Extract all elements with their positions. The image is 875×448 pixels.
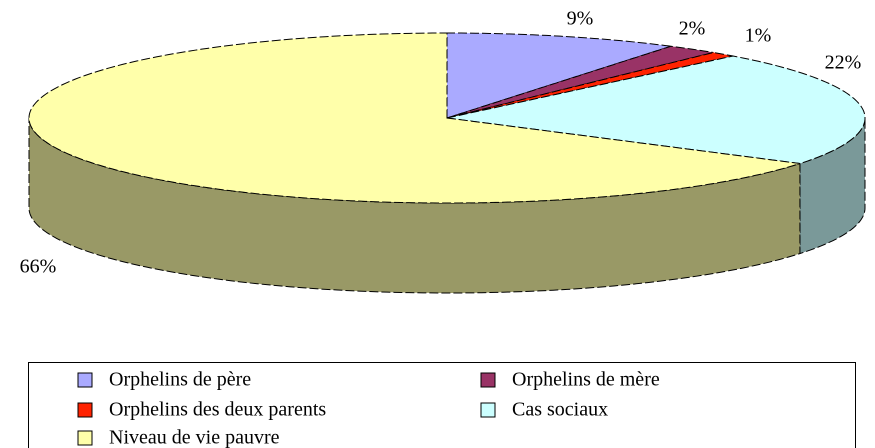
legend-swatch (480, 402, 496, 418)
legend-swatch (77, 430, 93, 446)
pie-slice (28, 32, 801, 204)
data-label: 1% (745, 25, 772, 47)
legend-label: Niveau de vie pauvre (109, 427, 280, 448)
legend-swatch (480, 372, 496, 388)
pie-slice (446, 45, 714, 119)
legend-label: Cas sociaux (512, 399, 608, 421)
legend-box (28, 362, 856, 448)
data-label: 66% (20, 256, 57, 278)
legend-swatch (77, 372, 93, 388)
legend-swatch (77, 402, 93, 418)
pie-slice (446, 55, 866, 165)
legend-label: Orphelins des deux parents (109, 399, 326, 421)
legend-label: Orphelins de mère (512, 369, 660, 391)
pie-side (28, 117, 801, 294)
data-label: 9% (567, 8, 594, 30)
data-label: 22% (825, 52, 862, 74)
legend-label: Orphelins de père (109, 369, 251, 391)
pie-slice (446, 32, 672, 119)
data-label: 2% (679, 18, 706, 40)
